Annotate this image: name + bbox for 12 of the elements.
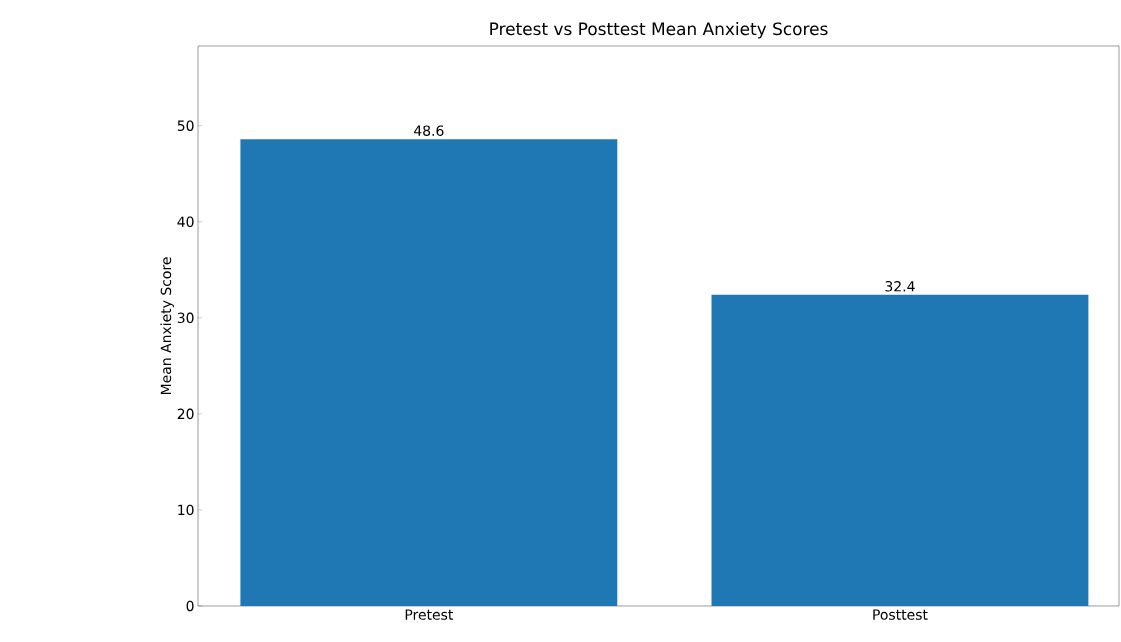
y-axis-title: Mean Anxiety Score <box>160 257 174 394</box>
y-tick-label: 0 <box>186 600 194 612</box>
y-tick-label: 50 <box>177 120 194 131</box>
y-tick-label: 10 <box>178 504 194 516</box>
y-tick-label: 30 <box>177 312 194 324</box>
x-tick-label: Pretest <box>405 609 453 620</box>
data-label: 32.4 <box>885 281 915 292</box>
data-label: 48.6 <box>414 125 444 136</box>
x-tick-label: Posttest <box>873 609 928 620</box>
y-tick-label: 20 <box>177 408 194 420</box>
chart-title: Pretest vs Posttest Mean Anxiety Scores <box>490 22 828 39</box>
y-tick-label: 40 <box>177 216 194 228</box>
